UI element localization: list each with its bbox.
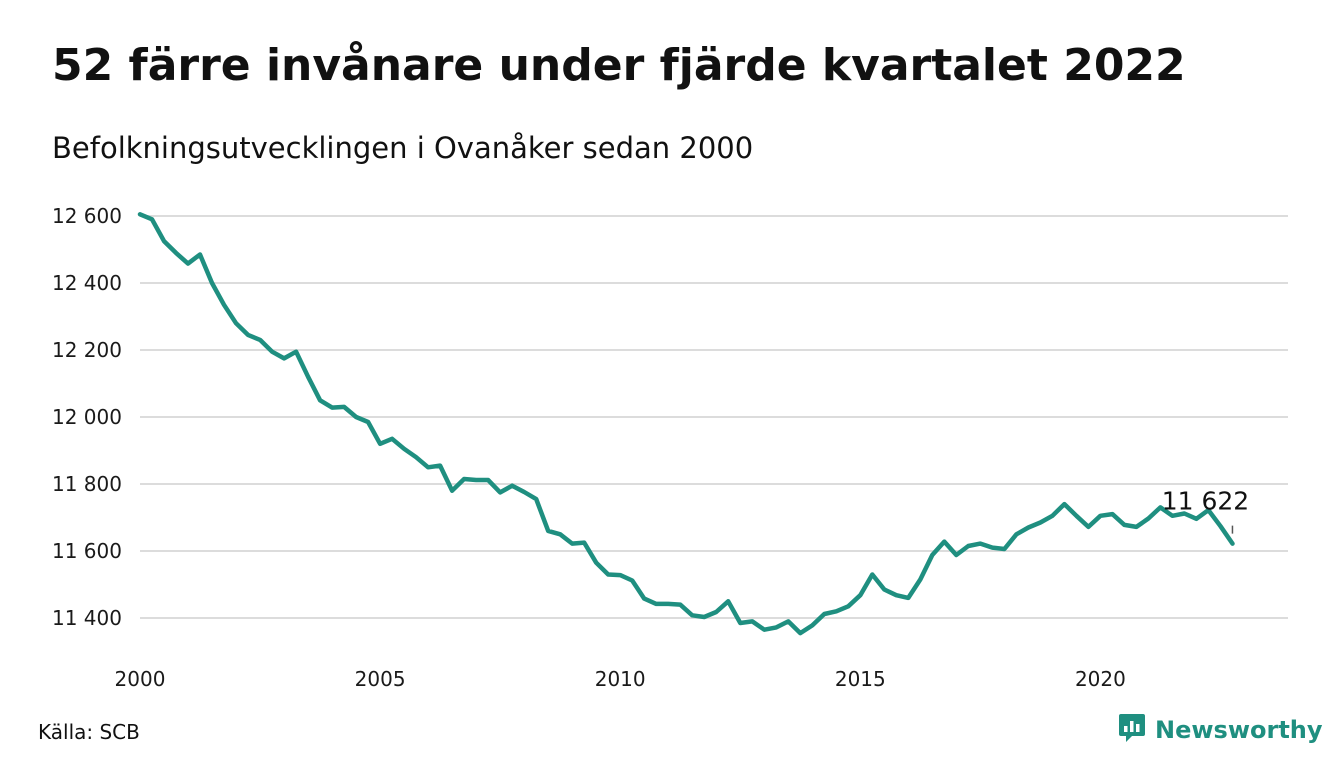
x-tick-label: 2020 [1075,667,1126,691]
chart-speech-bubble-icon [1118,713,1146,747]
x-axis: 2000 2005 2010 2015 2020 [115,667,1126,691]
gridlines [140,215,1288,619]
y-tick-label: 11 600 [52,539,122,563]
x-tick-label: 2000 [115,667,166,691]
x-tick-label: 2015 [835,667,886,691]
y-tick-label: 12 200 [52,338,122,362]
chart-subtitle: Befolkningsutvecklingen i Ovanåker sedan… [52,131,754,165]
y-tick-label: 12 000 [52,405,122,429]
y-tick-label: 11 800 [52,472,122,496]
y-tick-label: 11 400 [52,606,122,630]
population-series-line [137,212,1235,636]
y-tick-label: 12 400 [52,271,122,295]
line-chart: 11 400 11 600 11 800 12 000 12 200 12 400 12 6… [52,204,1288,691]
chart-title: 52 färre invånare under fjärde kvartalet… [52,40,1186,91]
y-axis: 11 400 11 600 11 800 12 000 12 200 12 400 12 6… [52,204,122,630]
brand-logo[interactable]: Newsworthy [1118,713,1323,747]
end-value-label: 11 622 [1162,487,1249,516]
x-tick-label: 2010 [595,667,646,691]
source-note: Källa: SCB [38,720,140,744]
y-tick-label: 12 600 [52,204,122,228]
x-tick-label: 2005 [355,667,406,691]
brand-name: Newsworthy [1155,716,1323,744]
